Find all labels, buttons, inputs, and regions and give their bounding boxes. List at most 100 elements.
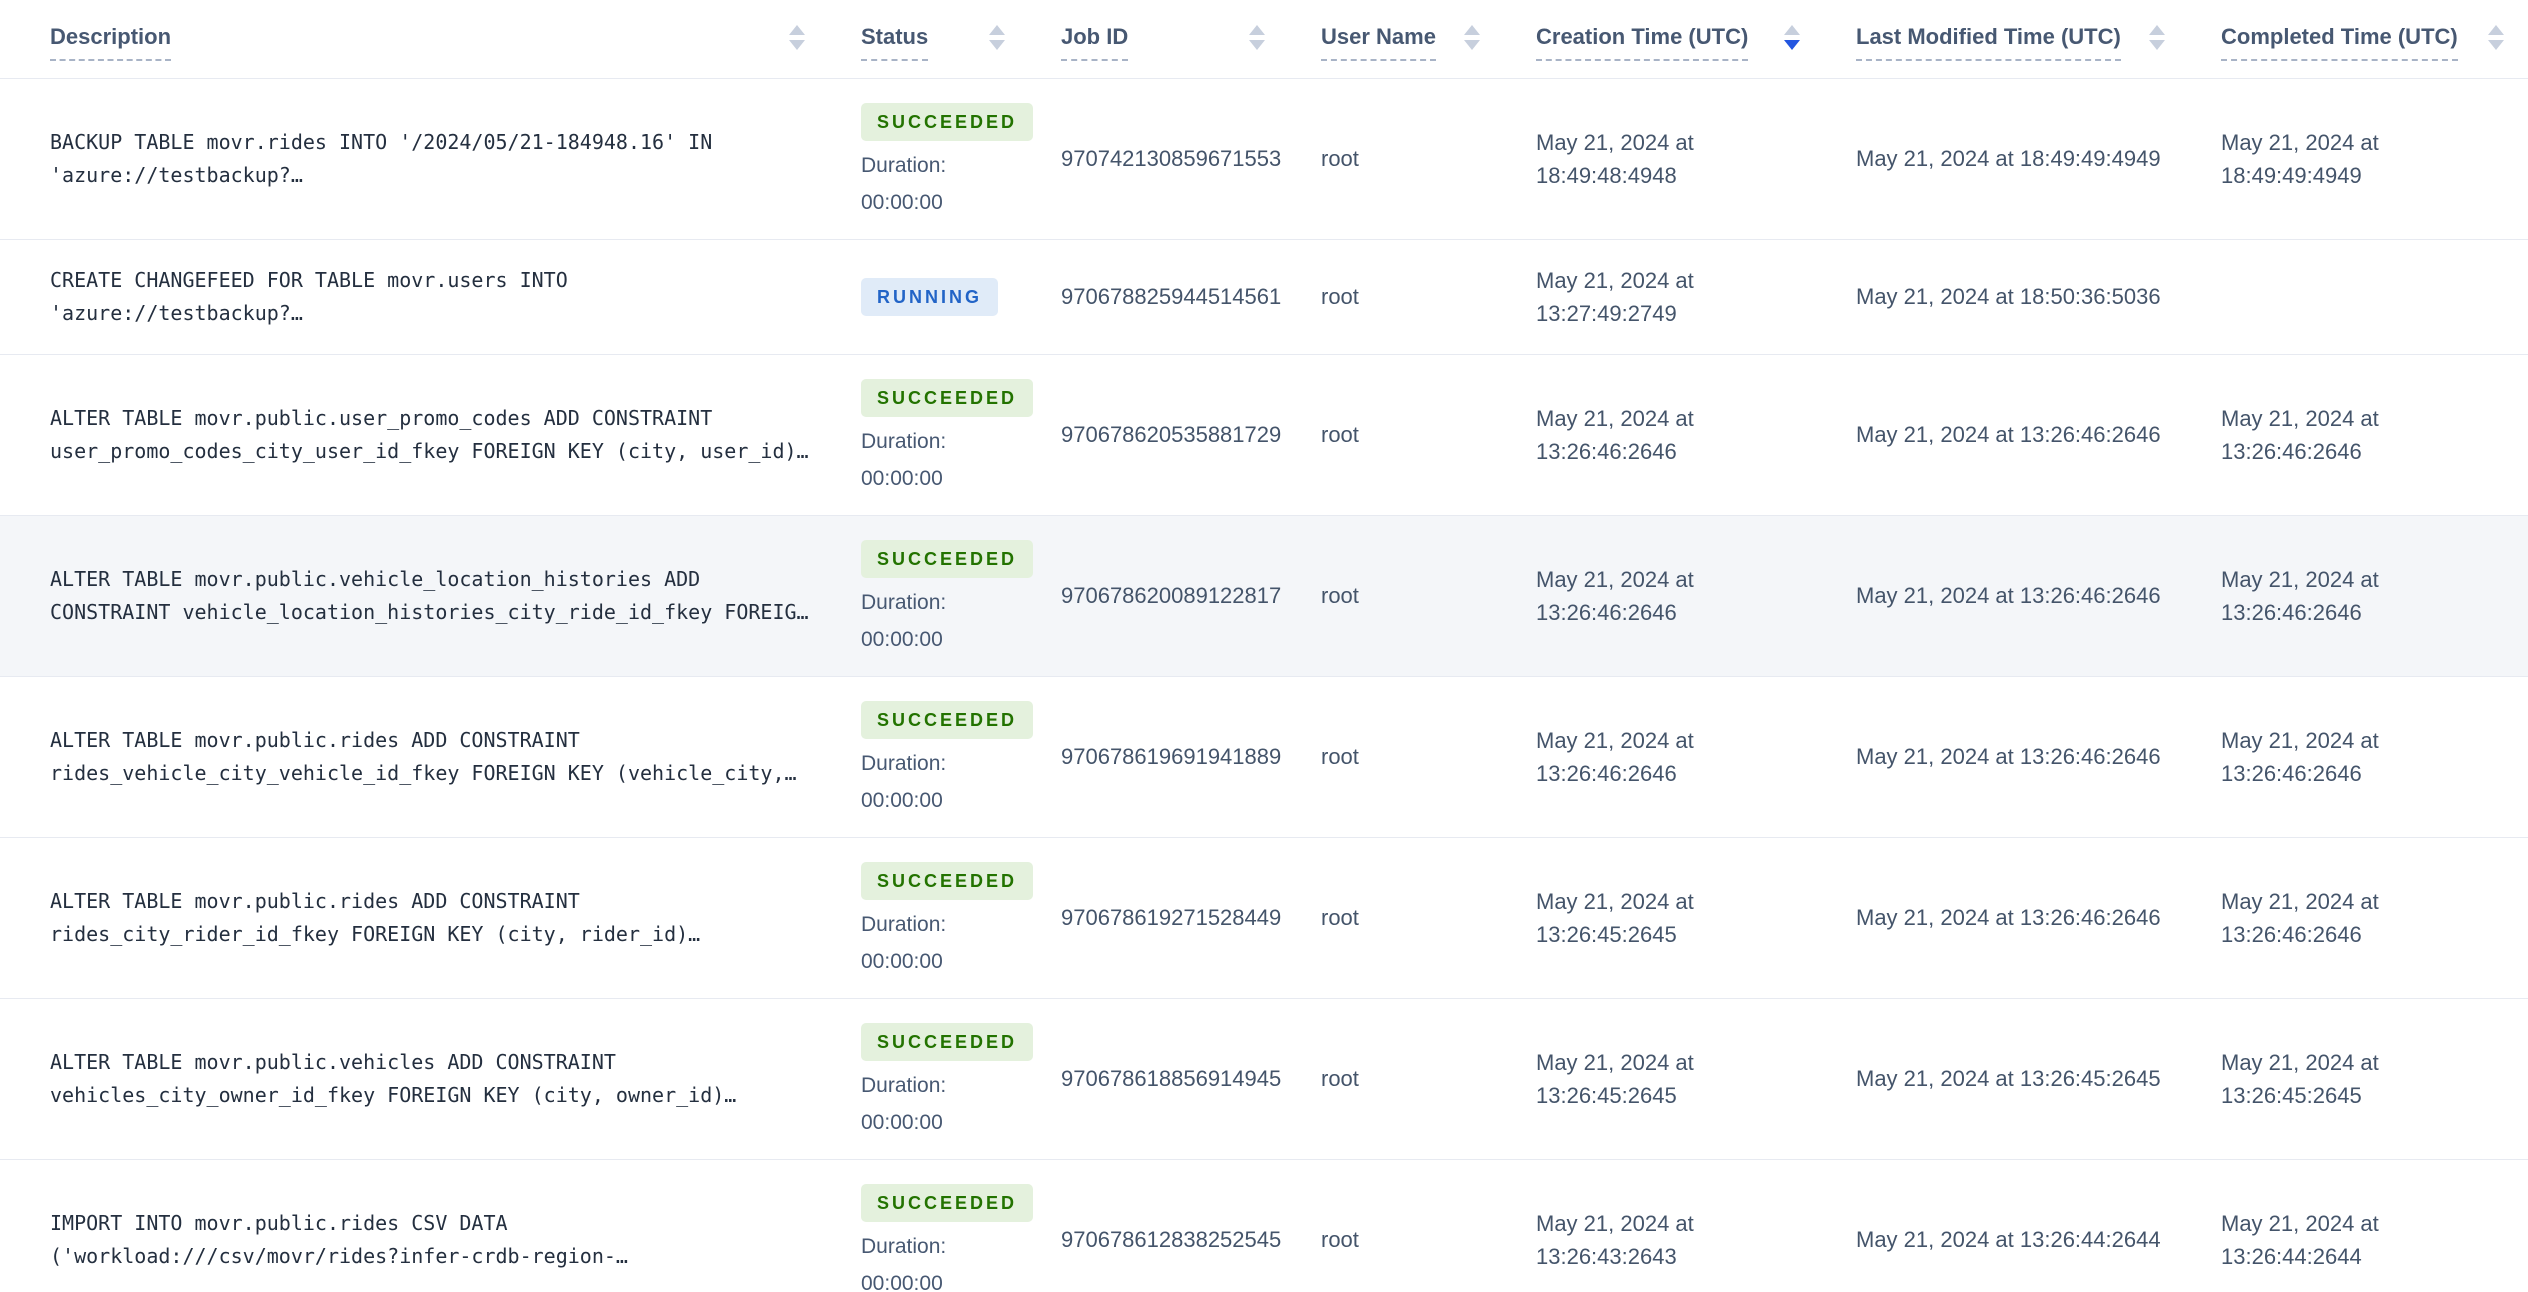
sort-asc-arrow-icon — [1249, 25, 1265, 36]
column-label: Last Modified Time (UTC) — [1856, 24, 2121, 62]
creation-time: May 21, 2024 at 13:26:46:2646 — [1536, 566, 1694, 625]
duration-value: 00:00:00 — [861, 949, 943, 973]
sort-asc-arrow-icon — [2488, 25, 2504, 36]
column-header[interactable]: Last Modified Time (UTC) — [1840, 0, 2205, 79]
column-label: Description — [50, 24, 172, 62]
duration-value: 00:00:00 — [861, 627, 943, 651]
last-modified-time: May 21, 2024 at 13:26:46:2646 — [1856, 583, 2161, 608]
status-badge: RUNNING — [861, 277, 998, 316]
last-modified-time: May 21, 2024 at 13:26:45:2645 — [1856, 1066, 2161, 1091]
user-name: root — [1321, 904, 1359, 930]
column-header[interactable]: Status — [845, 0, 1045, 79]
status-badge: SUCCEEDED — [861, 102, 1034, 141]
creation-time: May 21, 2024 at 13:26:45:2645 — [1536, 1049, 1694, 1108]
job-description: ALTER TABLE movr.public.vehicles ADD CON… — [50, 1049, 737, 1107]
duration-label: Duration: — [861, 429, 947, 453]
table-row[interactable]: BACKUP TABLE movr.rides INTO '/2024/05/2… — [0, 78, 2528, 240]
sort-icon — [1784, 25, 1800, 51]
sort-icon — [1464, 25, 1480, 51]
status-badge: SUCCEEDED — [861, 700, 1034, 739]
sort-asc-arrow-icon — [2149, 25, 2165, 36]
column-header[interactable]: Job ID — [1045, 0, 1305, 79]
sort-desc-arrow-icon — [2488, 40, 2504, 51]
table-row[interactable]: ALTER TABLE movr.public.user_promo_codes… — [0, 354, 2528, 516]
completed-time: May 21, 2024 at 13:26:46:2646 — [2221, 888, 2379, 947]
duration-label: Duration: — [861, 1234, 947, 1258]
job-id: 970678825944514561 — [1061, 283, 1282, 309]
table-row[interactable]: ALTER TABLE movr.public.vehicle_location… — [0, 515, 2528, 677]
sort-asc-arrow-icon — [789, 25, 805, 36]
column-label: Completed Time (UTC) — [2221, 24, 2458, 62]
duration-value: 00:00:00 — [861, 466, 943, 490]
last-modified-time: May 21, 2024 at 13:26:46:2646 — [1856, 422, 2161, 447]
sort-icon — [989, 25, 1005, 51]
table-row[interactable]: ALTER TABLE movr.public.rides ADD CONSTR… — [0, 676, 2528, 838]
sort-desc-arrow-icon — [789, 40, 805, 51]
sort-icon — [2488, 25, 2504, 51]
sort-desc-arrow-icon — [1784, 40, 1800, 51]
creation-time: May 21, 2024 at 13:26:46:2646 — [1536, 727, 1694, 786]
duration-value: 00:00:00 — [861, 788, 943, 812]
job-id: 970678620089122817 — [1061, 582, 1282, 608]
duration-label: Duration: — [861, 912, 947, 936]
table-row[interactable]: ALTER TABLE movr.public.rides ADD CONSTR… — [0, 837, 2528, 999]
last-modified-time: May 21, 2024 at 13:26:46:2646 — [1856, 744, 2161, 769]
status-badge: SUCCEEDED — [861, 861, 1034, 900]
column-header[interactable]: Creation Time (UTC) — [1520, 0, 1840, 79]
column-header[interactable]: Completed Time (UTC) — [2205, 0, 2528, 79]
user-name: root — [1321, 1226, 1359, 1252]
sort-desc-arrow-icon — [1249, 40, 1265, 51]
last-modified-time: May 21, 2024 at 18:50:36:5036 — [1856, 284, 2161, 309]
job-description: CREATE CHANGEFEED FOR TABLE movr.users I… — [50, 267, 568, 325]
column-label: Job ID — [1061, 24, 1129, 62]
table-row[interactable]: ALTER TABLE movr.public.vehicles ADD CON… — [0, 998, 2528, 1160]
sort-desc-arrow-icon — [989, 40, 1005, 51]
duration-label: Duration: — [861, 1073, 947, 1097]
duration-label: Duration: — [861, 153, 947, 177]
job-description: BACKUP TABLE movr.rides INTO '/2024/05/2… — [50, 129, 713, 187]
last-modified-time: May 21, 2024 at 13:26:46:2646 — [1856, 905, 2161, 930]
completed-time: May 21, 2024 at 13:26:45:2645 — [2221, 1049, 2379, 1108]
completed-time: May 21, 2024 at 13:26:44:2644 — [2221, 1210, 2379, 1269]
status-badge: SUCCEEDED — [861, 1183, 1034, 1222]
creation-time: May 21, 2024 at 13:26:46:2646 — [1536, 405, 1694, 464]
creation-time: May 21, 2024 at 13:26:45:2645 — [1536, 888, 1694, 947]
duration-value: 00:00:00 — [861, 1110, 943, 1134]
creation-time: May 21, 2024 at 13:26:43:2643 — [1536, 1210, 1694, 1269]
job-description: ALTER TABLE movr.public.vehicle_location… — [50, 566, 809, 624]
sort-icon — [789, 25, 805, 51]
duration-value: 00:00:00 — [861, 190, 943, 214]
status-badge: SUCCEEDED — [861, 539, 1034, 578]
completed-time: May 21, 2024 at 18:49:49:4949 — [2221, 129, 2379, 188]
duration-value: 00:00:00 — [861, 1271, 943, 1292]
job-id: 970678612838252545 — [1061, 1226, 1282, 1252]
column-header[interactable]: User Name — [1305, 0, 1520, 79]
column-label: User Name — [1321, 24, 1436, 62]
job-description: ALTER TABLE movr.public.rides ADD CONSTR… — [50, 888, 701, 946]
last-modified-time: May 21, 2024 at 18:49:49:4949 — [1856, 146, 2161, 171]
creation-time: May 21, 2024 at 18:49:48:4948 — [1536, 129, 1694, 188]
sort-icon — [1249, 25, 1265, 51]
duration-label: Duration: — [861, 751, 947, 775]
status-badge: SUCCEEDED — [861, 1022, 1034, 1061]
table-header-row: Description Status Job ID User Name — [0, 0, 2528, 79]
table-row[interactable]: IMPORT INTO movr.public.rides CSV DATA (… — [0, 1159, 2528, 1292]
user-name: root — [1321, 582, 1359, 608]
last-modified-time: May 21, 2024 at 13:26:44:2644 — [1856, 1227, 2161, 1252]
completed-time: May 21, 2024 at 13:26:46:2646 — [2221, 566, 2379, 625]
job-id: 970678618856914945 — [1061, 1065, 1282, 1091]
status-badge: SUCCEEDED — [861, 378, 1034, 417]
creation-time: May 21, 2024 at 13:27:49:2749 — [1536, 267, 1694, 326]
job-id: 970742130859671553 — [1061, 145, 1282, 171]
sort-asc-arrow-icon — [1784, 25, 1800, 36]
sort-asc-arrow-icon — [1464, 25, 1480, 36]
job-description: ALTER TABLE movr.public.user_promo_codes… — [50, 405, 809, 463]
table-row[interactable]: CREATE CHANGEFEED FOR TABLE movr.users I… — [0, 239, 2528, 355]
user-name: root — [1321, 145, 1359, 171]
column-header[interactable]: Description — [0, 0, 845, 79]
completed-time: May 21, 2024 at 13:26:46:2646 — [2221, 405, 2379, 464]
job-description: ALTER TABLE movr.public.rides ADD CONSTR… — [50, 727, 797, 785]
job-id: 970678619691941889 — [1061, 743, 1282, 769]
